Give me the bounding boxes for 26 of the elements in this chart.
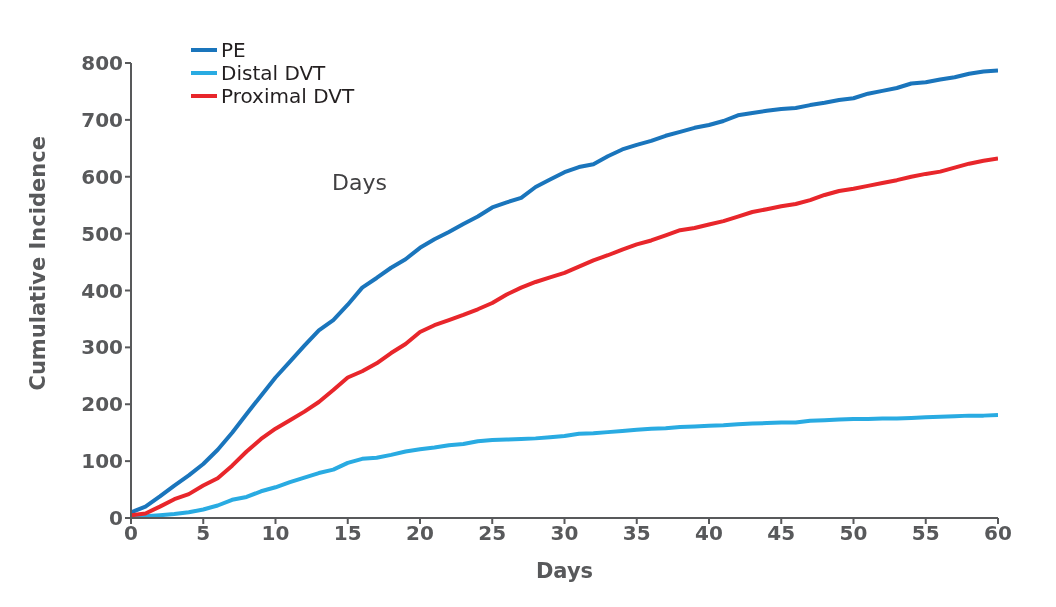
x-axis-title: Days xyxy=(535,559,594,583)
x-tick-label: 15 xyxy=(333,521,362,546)
y-axis-title: Cumulative Incidence xyxy=(26,136,51,391)
y-tick-label: 200 xyxy=(81,392,123,417)
x-tick-label: 10 xyxy=(261,521,290,546)
y-tick-label: 300 xyxy=(81,335,123,360)
x-tick-label: 45 xyxy=(767,521,796,546)
y-tick-label: 600 xyxy=(81,164,123,189)
x-tick-label: 50 xyxy=(839,521,868,546)
y-tick-label: 800 xyxy=(81,51,123,76)
x-tick-label: 35 xyxy=(622,521,651,546)
x-tick-label: 20 xyxy=(406,521,434,546)
y-tick-label: 700 xyxy=(81,107,123,132)
x-tick-label: 55 xyxy=(911,521,940,546)
annotation: Days xyxy=(332,170,387,195)
x-tick-label: 60 xyxy=(984,521,1012,546)
y-tick-label: 100 xyxy=(81,449,123,474)
legend-label: PE xyxy=(221,37,246,62)
x-tick-label: 25 xyxy=(478,521,507,546)
y-tick-label: 500 xyxy=(81,221,123,246)
legend-label: Distal DVT xyxy=(221,60,326,85)
x-tick-label: 30 xyxy=(550,521,579,546)
y-tick-label: 400 xyxy=(81,278,123,303)
legend-label: Proximal DVT xyxy=(221,83,355,108)
x-tick-label: 5 xyxy=(196,521,211,546)
x-tick-label: 40 xyxy=(695,521,723,546)
